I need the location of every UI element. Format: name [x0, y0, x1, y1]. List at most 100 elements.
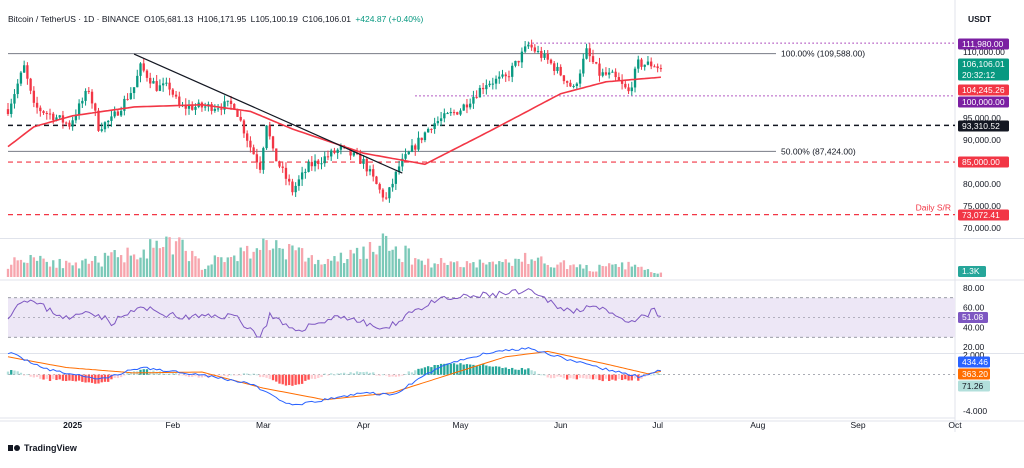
- macd-histogram-bar: [430, 367, 433, 375]
- candle: [514, 60, 517, 66]
- price-tag: [958, 209, 1009, 221]
- volume-bar: [97, 262, 100, 277]
- rsi-tick-label: 40.00: [963, 322, 985, 332]
- candle: [498, 76, 501, 79]
- volume-bar: [87, 263, 90, 277]
- volume-bar: [611, 264, 614, 277]
- volume-bar: [284, 259, 288, 277]
- volume-bar: [349, 249, 352, 277]
- macd-histogram-bar: [87, 374, 90, 383]
- volume-bar: [330, 260, 333, 277]
- macd-histogram-bar: [401, 374, 404, 376]
- volume-bar: [507, 262, 511, 277]
- volume-bar: [116, 257, 120, 277]
- macd-histogram-bar: [110, 374, 113, 380]
- macd-histogram-bar: [161, 373, 165, 375]
- volume-bar: [407, 248, 410, 277]
- macd-histogram-bar: [320, 374, 323, 378]
- volume-bar: [414, 258, 417, 277]
- volume-bar: [294, 250, 297, 277]
- candle: [650, 61, 653, 67]
- volume-bar: [365, 258, 368, 277]
- volume-bar: [378, 245, 381, 277]
- candle: [13, 94, 16, 104]
- macd-tag-hist: [958, 380, 990, 392]
- candle: [126, 98, 129, 100]
- candle: [307, 161, 310, 172]
- candle: [320, 163, 323, 165]
- macd-histogram-bar: [216, 374, 220, 377]
- macd-histogram-bar: [404, 374, 407, 375]
- macd-histogram-bar: [565, 374, 569, 380]
- price-tick-label: 95,000.00: [963, 113, 1001, 123]
- macd-histogram-bar: [255, 374, 259, 376]
- volume-bar: [77, 268, 81, 277]
- volume-bar: [481, 262, 485, 277]
- candle: [239, 116, 242, 121]
- volume-bar: [565, 269, 569, 277]
- candle: [394, 171, 398, 184]
- candle: [585, 48, 588, 59]
- open-value: O105,681.13: [144, 14, 194, 24]
- volume-bar: [119, 255, 123, 277]
- tradingview-logo[interactable]: TradingView: [8, 443, 77, 453]
- volume-bar: [585, 264, 588, 277]
- currency-label[interactable]: USDT: [968, 14, 992, 24]
- macd-histogram-bar: [475, 365, 478, 375]
- macd-histogram-bar: [178, 374, 181, 376]
- candle: [317, 160, 320, 165]
- volume-bar: [22, 262, 26, 277]
- volume-bar: [488, 262, 491, 277]
- candle: [313, 160, 317, 167]
- macd-histogram-bar: [650, 374, 653, 376]
- volume-bar: [472, 262, 475, 277]
- macd-histogram-bar: [533, 371, 536, 375]
- macd-histogram-bar: [10, 370, 13, 375]
- candle: [90, 91, 94, 104]
- macd-histogram-bar: [116, 374, 120, 379]
- candle: [281, 166, 284, 168]
- symbol-title[interactable]: Bitcoin / TetherUS · 1D · BINANCE: [8, 14, 140, 24]
- candle: [430, 128, 433, 130]
- macd-histogram-bar: [617, 374, 621, 379]
- volume-bar: [511, 265, 514, 277]
- macd-histogram-bar: [22, 374, 26, 376]
- macd-histogram-bar: [129, 372, 132, 375]
- volume-tag-label: 1.3K: [962, 266, 980, 276]
- volume-bar: [459, 266, 462, 277]
- candle: [595, 62, 598, 64]
- candle: [132, 87, 136, 94]
- macd-histogram-bar: [485, 365, 488, 375]
- candle: [530, 44, 533, 48]
- candle: [336, 149, 339, 153]
- macd-histogram-bar: [74, 374, 78, 382]
- candle: [226, 100, 229, 102]
- volume-bar: [61, 268, 65, 277]
- candle: [113, 111, 116, 117]
- macd-histogram-bar: [523, 369, 527, 375]
- candle: [439, 118, 443, 122]
- volume-bar: [158, 248, 162, 277]
- volume-bar: [81, 260, 84, 277]
- volume-bar: [239, 247, 242, 277]
- candle: [32, 90, 36, 103]
- volume-bar: [242, 251, 246, 277]
- macd-histogram-bar: [559, 374, 562, 378]
- candle: [168, 82, 171, 90]
- volume-bar: [168, 237, 171, 277]
- low-value: L105,100.19: [250, 14, 298, 24]
- macd-histogram-bar: [598, 374, 601, 381]
- macd-histogram-bar: [19, 372, 23, 375]
- macd-histogram-bar: [372, 372, 375, 375]
- candle: [617, 77, 621, 81]
- volume-bar: [394, 246, 398, 277]
- x-tick-label: Feb: [166, 420, 181, 430]
- volume-bar: [494, 264, 498, 277]
- volume-bar: [485, 264, 488, 277]
- macd-histogram-bar: [139, 369, 142, 375]
- candle: [65, 122, 68, 124]
- volume-bar: [19, 259, 23, 277]
- price-tag-label: 93,310.52: [962, 121, 1000, 131]
- volume-bar: [178, 237, 181, 277]
